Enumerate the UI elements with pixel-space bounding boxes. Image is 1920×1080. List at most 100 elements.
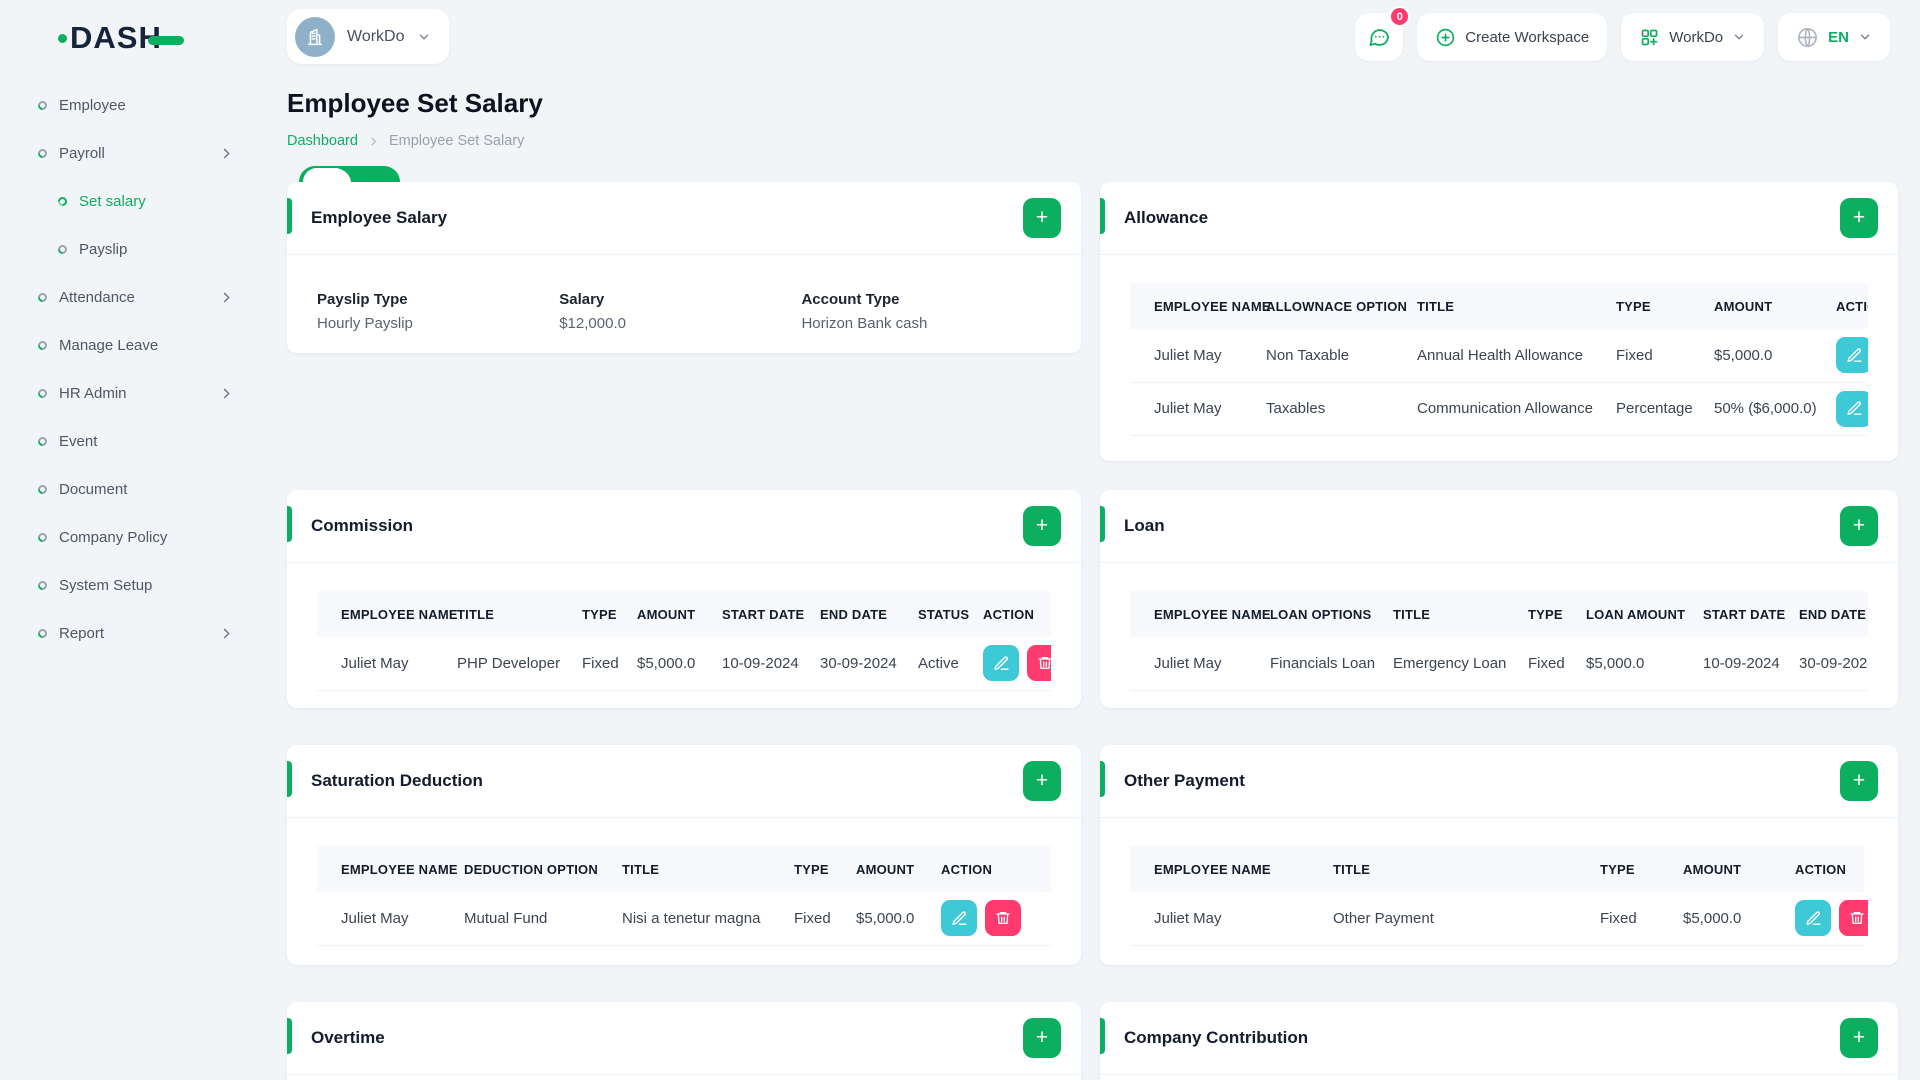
table-row: Juliet May Financials Loan Emergency Loan F…: [1130, 637, 1868, 690]
chevron-down-icon: [1860, 34, 1870, 40]
table-cell: $5,000.0: [1586, 654, 1645, 672]
add-other-payment-button[interactable]: +: [1840, 761, 1878, 801]
add-commission-button[interactable]: +: [1023, 506, 1061, 546]
messages-button[interactable]: 0: [1355, 6, 1411, 61]
actions-cell: [1826, 382, 1868, 435]
sidebar-item-label: Document: [59, 480, 128, 498]
actions-cell: [1826, 329, 1868, 382]
sidebar-item-label: Payslip: [79, 240, 128, 258]
sidebar-item-label: Set salary: [79, 192, 146, 210]
chevron-right-icon: [219, 290, 234, 305]
column-header: START DATE: [722, 606, 805, 622]
edit-button[interactable]: [1836, 390, 1868, 427]
sidebar-item-system-setup[interactable]: System Setup: [0, 561, 262, 609]
bullet-icon: [36, 386, 49, 400]
column-header: ACTION: [1836, 298, 1868, 314]
language-selector[interactable]: EN: [1778, 13, 1890, 61]
sidebar-item-payroll[interactable]: Payroll: [0, 129, 262, 177]
delete-button[interactable]: [985, 900, 1021, 937]
column-header: AMOUNT: [856, 861, 915, 877]
card-title: Employee Salary: [311, 208, 448, 227]
card-title: Commission: [311, 516, 414, 535]
add-loan-button[interactable]: +: [1840, 506, 1878, 546]
logo-dash-icon: [147, 35, 184, 45]
sidebar-item-label: System Setup: [59, 576, 153, 594]
edit-button[interactable]: [941, 900, 977, 937]
employee-salary-fields: Payslip Type Hourly Payslip Salary $12,000.…: [287, 255, 1081, 353]
sidebar-item-document[interactable]: Document: [0, 465, 262, 513]
chevron-down-icon: [1734, 34, 1744, 40]
add-allowance-button[interactable]: +: [1840, 198, 1878, 238]
main-content: Employee Set Salary Dashboard Employee S…: [287, 88, 543, 149]
chevron-right-icon: [219, 626, 234, 641]
column-header: AMOUNT: [1714, 298, 1773, 314]
app-menu-button[interactable]: WorkDo: [1621, 13, 1765, 61]
allowance-card: Allowance + EMPLOYEE NAME ALLOWNACE OPTIO…: [1100, 182, 1898, 461]
table-cell: 50% ($6,000.0): [1714, 400, 1817, 417]
table-cell: $5,000.0: [856, 909, 915, 927]
sidebar-item-hr-admin[interactable]: HR Admin: [0, 369, 262, 417]
add-company-contribution-button[interactable]: +: [1840, 1018, 1878, 1058]
table-cell: Mutual Fund: [464, 909, 548, 927]
card-title: Other Payment: [1124, 771, 1245, 790]
column-header: EMPLOYEE NAME: [1154, 606, 1271, 622]
employee-salary-card: Employee Salary + Payslip Type Hourly Pay…: [287, 182, 1081, 353]
overtime-card: Overtime +: [287, 1002, 1081, 1080]
workspace-label: WorkDo: [347, 27, 405, 45]
topbar: DASH WorkDo 0 Create Workspace: [0, 0, 1920, 75]
table-cell: Fixed: [1616, 346, 1653, 364]
sidebar-item-label: Employee: [59, 96, 126, 114]
column-header: EMPLOYEE NAME: [1154, 861, 1271, 877]
table-cell: 10-09-2024: [1703, 654, 1780, 672]
sidebar-item-employee[interactable]: Employee: [0, 81, 262, 129]
add-employee-salary-button[interactable]: +: [1023, 198, 1061, 238]
card-title: Loan: [1124, 516, 1165, 535]
bullet-icon: [36, 98, 49, 112]
table-cell: Other Payment: [1333, 909, 1434, 927]
bullet-icon: [36, 482, 49, 496]
sidebar-item-report[interactable]: Report: [0, 609, 262, 657]
add-saturation-deduction-button[interactable]: +: [1023, 761, 1061, 801]
breadcrumb-dashboard-link[interactable]: Dashboard: [287, 133, 358, 149]
brand-logo[interactable]: DASH: [58, 20, 184, 56]
edit-button[interactable]: [1836, 337, 1868, 374]
sidebar-item-manage-leave[interactable]: Manage Leave: [0, 321, 262, 369]
column-header: END DATE: [1799, 606, 1867, 622]
globe-icon: [1798, 27, 1818, 47]
sidebar-item-set-salary[interactable]: Set salary: [0, 177, 262, 225]
field-value: $12,000.0: [559, 315, 626, 332]
column-header: TYPE: [582, 606, 617, 622]
sidebar-item-label: Event: [59, 432, 98, 450]
card-title: Allowance: [1124, 208, 1209, 227]
workspace-selector[interactable]: WorkDo: [287, 9, 449, 64]
building-icon: [307, 28, 323, 45]
column-header: TITLE: [1393, 606, 1431, 622]
table-row: Juliet May Mutual Fund Nisi a tenetur magn…: [317, 892, 1051, 945]
create-workspace-button[interactable]: Create Workspace: [1417, 13, 1608, 61]
delete-button[interactable]: [1839, 900, 1868, 937]
saturation-deduction-card: Saturation Deduction + EMPLOYEE NAME DEDU…: [287, 745, 1081, 965]
column-header: TYPE: [794, 861, 829, 877]
sidebar-item-payslip[interactable]: Payslip: [0, 225, 262, 273]
sidebar-item-company-policy[interactable]: Company Policy: [0, 513, 262, 561]
table-cell: Fixed: [794, 909, 831, 927]
sidebar-item-event[interactable]: Event: [0, 417, 262, 465]
field-value: Horizon Bank cash: [801, 315, 928, 332]
table-cell: Fixed: [1528, 654, 1565, 672]
sidebar-item-attendance[interactable]: Attendance: [0, 273, 262, 321]
chevron-right-icon: [219, 146, 234, 161]
table-cell: Percentage: [1616, 400, 1693, 417]
table-cell: PHP Developer: [457, 654, 561, 672]
column-header: LOAN AMOUNT: [1586, 606, 1686, 622]
table-row: Juliet May Taxables Communication Allowanc…: [1130, 382, 1868, 435]
chat-icon: [1369, 29, 1390, 46]
bullet-icon: [36, 434, 49, 448]
edit-button[interactable]: [983, 645, 1019, 682]
breadcrumb: Dashboard Employee Set Salary: [287, 133, 543, 149]
edit-button[interactable]: [1795, 900, 1831, 937]
breadcrumb-current: Employee Set Salary: [388, 133, 525, 149]
add-overtime-button[interactable]: +: [1023, 1018, 1061, 1058]
commission-card: Commission + EMPLOYEE NAME TITLE TYPE AMOUN…: [287, 490, 1081, 708]
delete-button[interactable]: [1027, 645, 1051, 682]
logo-dot-icon: [58, 33, 67, 43]
